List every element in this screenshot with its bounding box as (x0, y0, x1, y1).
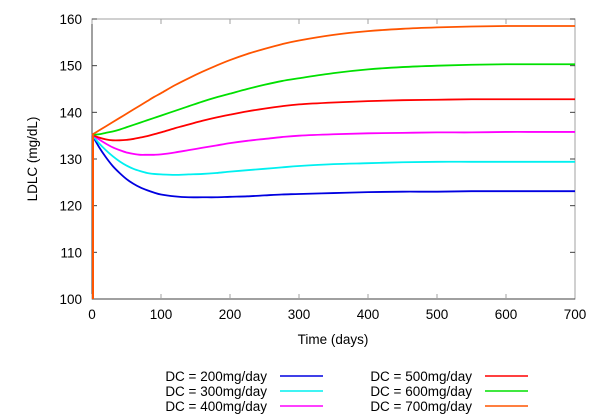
legend-label: DC = 300mg/day (165, 384, 267, 399)
y-tick-label: 140 (59, 105, 82, 120)
y-tick-label: 150 (59, 59, 82, 74)
y-tick-label: 160 (59, 12, 82, 27)
y-tick-label: 130 (59, 152, 82, 167)
plot-frame (91, 18, 576, 300)
y-axis-label: LDLC (mg/dL) (25, 117, 40, 202)
legend-label: DC = 500mg/day (370, 369, 472, 384)
x-tick-label: 300 (288, 307, 311, 322)
x-tick-label: 700 (564, 307, 587, 322)
legend-label: DC = 400mg/day (165, 399, 267, 414)
series-line (91, 130, 575, 156)
x-tick-label: 400 (357, 307, 380, 322)
y-tick-label: 100 (59, 292, 82, 307)
series-line (91, 25, 575, 136)
x-axis-label: Time (days) (298, 332, 369, 347)
legend-label: DC = 700mg/day (370, 399, 472, 414)
y-tick-label: 110 (60, 245, 82, 260)
x-tick-label: 0 (88, 307, 96, 322)
series-line (91, 134, 575, 199)
series-line (91, 98, 575, 142)
series-line (91, 134, 575, 176)
x-tick-label: 200 (219, 307, 242, 322)
x-tick-label: 100 (150, 307, 173, 322)
x-tick-label: 600 (495, 307, 518, 322)
legend-label: DC = 600mg/day (370, 384, 472, 399)
legend-label: DC = 200mg/day (165, 369, 267, 384)
x-tick-label: 500 (426, 307, 449, 322)
y-tick-label: 120 (59, 199, 82, 214)
series-line (91, 63, 575, 136)
